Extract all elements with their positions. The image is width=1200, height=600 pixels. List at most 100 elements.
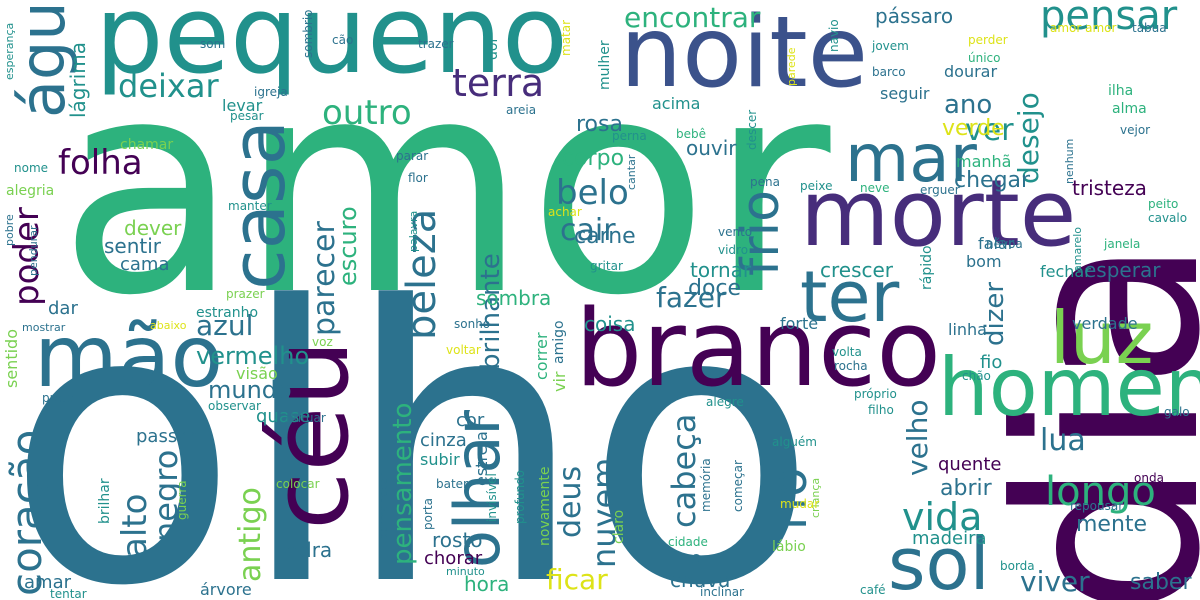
word-encontrar: encontrar bbox=[624, 1, 761, 34]
word-comecar: começar bbox=[731, 460, 745, 512]
word-crescer: crescer bbox=[820, 258, 894, 282]
word-sentir: sentir bbox=[104, 234, 162, 258]
word-chamar: chamar bbox=[120, 137, 174, 153]
word-mao: mão bbox=[34, 307, 224, 407]
word-pena: pena bbox=[750, 175, 780, 189]
word-tristeza: tristeza bbox=[1072, 176, 1147, 200]
word-cafe: café bbox=[860, 583, 886, 597]
word-cao: cão bbox=[332, 33, 354, 47]
word-voltar: voltar bbox=[446, 343, 481, 357]
word-agua: água bbox=[6, 0, 79, 118]
word-voz: voz bbox=[312, 335, 333, 349]
word-linha: linha bbox=[948, 320, 987, 339]
word-neve: neve bbox=[860, 181, 890, 195]
word-bater: bater bbox=[436, 477, 468, 491]
word-lua: lua bbox=[1040, 423, 1086, 458]
word-volta: volta bbox=[832, 345, 862, 359]
word-folha: folha bbox=[58, 143, 143, 183]
word-quase: quase bbox=[256, 406, 311, 427]
word-janela: janela bbox=[1104, 237, 1141, 251]
word-chuva: chuva bbox=[670, 568, 731, 592]
word-parar: parar bbox=[396, 149, 429, 163]
word-belo: belo bbox=[556, 173, 629, 213]
word-abaixo: abaixo bbox=[150, 319, 187, 332]
word-trazer: trazer bbox=[418, 37, 454, 51]
word-sombra: sombra bbox=[476, 286, 552, 310]
word-cidade: cidade bbox=[668, 535, 708, 549]
word-perder: perder bbox=[968, 33, 1008, 47]
word-borda: borda bbox=[1000, 559, 1035, 573]
word-porta: porta bbox=[421, 498, 435, 530]
word-ver: ver bbox=[965, 113, 1014, 148]
word-peixe: peixe bbox=[800, 179, 833, 193]
word-levar: levar bbox=[222, 96, 263, 115]
word-mulher: mulher bbox=[597, 40, 613, 90]
word-nenhum: nenhum bbox=[1063, 138, 1076, 184]
word-pensar: pensar bbox=[1040, 0, 1178, 39]
word-sombrio: sombrio bbox=[301, 9, 315, 58]
word-palavra: palavra bbox=[407, 210, 420, 252]
word-pendurar: pendurar bbox=[27, 225, 40, 276]
word-arvore: árvore bbox=[200, 580, 252, 599]
word-bebe: bebê bbox=[676, 127, 706, 141]
word-azul: azul bbox=[196, 309, 254, 342]
word-lagrima: lágrima bbox=[66, 41, 90, 118]
word-tornar: tornar bbox=[690, 258, 752, 282]
word-filho: filho bbox=[868, 403, 894, 417]
word-cantar: cantar bbox=[625, 154, 638, 190]
word-nome: nome bbox=[14, 161, 49, 175]
word-dor: dor bbox=[485, 36, 501, 60]
word-dever: dever bbox=[124, 216, 182, 240]
word-tabua: tábua bbox=[1132, 21, 1167, 35]
word-achar: achar bbox=[548, 205, 582, 219]
word-manha: manhã bbox=[956, 152, 1012, 171]
word-mente: mente bbox=[1076, 512, 1148, 537]
word-jovem: jovem bbox=[872, 39, 909, 53]
word-escuro: escuro bbox=[334, 206, 362, 286]
word-ilha: ilha bbox=[1108, 83, 1134, 99]
word-amar: amar bbox=[24, 572, 71, 593]
word-parede: parede bbox=[785, 47, 798, 86]
word-guerra: guerra bbox=[175, 480, 189, 520]
word-brilhante: brilhante bbox=[476, 253, 506, 370]
word-onda: onda bbox=[1134, 471, 1164, 485]
word-carne: carne bbox=[574, 224, 636, 249]
word-cair: cair bbox=[560, 213, 616, 248]
word-navio: navio bbox=[827, 19, 841, 52]
word-branco: branco bbox=[575, 287, 942, 410]
word-repousar: repousar bbox=[1070, 499, 1124, 513]
word-memoria: memória bbox=[699, 458, 713, 512]
word-vermelho: vermelho bbox=[196, 342, 310, 370]
word-amor: amor bbox=[58, 15, 831, 360]
word-vento: vento bbox=[718, 225, 753, 239]
word-velho: velho bbox=[901, 399, 934, 476]
word-chorar: chorar bbox=[424, 548, 483, 569]
word-novamente: novamente bbox=[537, 466, 553, 546]
word-areia: areia bbox=[506, 103, 537, 117]
word-esperanca: esperança bbox=[3, 22, 16, 80]
word-dar: dar bbox=[48, 298, 78, 319]
word-verde: verde bbox=[942, 116, 1005, 141]
word-cinza: cinza bbox=[420, 430, 467, 451]
word-coisa: coisa bbox=[584, 312, 636, 336]
word-passaro: pássaro bbox=[875, 4, 954, 28]
word-amor-amor: amor amor bbox=[1050, 21, 1117, 35]
word-minuto: minuto bbox=[446, 565, 485, 578]
word-dourar: dourar bbox=[944, 62, 998, 81]
word-cavalo: cavalo bbox=[1148, 211, 1188, 225]
word-fazer: fazer bbox=[656, 281, 727, 314]
word-falar: falar bbox=[978, 234, 1015, 253]
word-flutuar: flutuar bbox=[286, 411, 326, 425]
word-tentar: tentar bbox=[50, 587, 87, 600]
word-observar: observar bbox=[208, 399, 261, 413]
word-madeira: madeira bbox=[912, 528, 987, 549]
word-chegar: chegar bbox=[954, 168, 1031, 193]
word-alma: alma bbox=[1112, 101, 1147, 117]
word-som: som bbox=[200, 37, 226, 51]
word-homem: homem bbox=[938, 341, 1200, 434]
word-vir: vir bbox=[550, 371, 569, 393]
word-inclinar: inclinar bbox=[700, 585, 745, 599]
word-outro: outro bbox=[322, 93, 412, 133]
word-vida: vida bbox=[902, 495, 983, 539]
word-sol: sol bbox=[888, 522, 990, 600]
